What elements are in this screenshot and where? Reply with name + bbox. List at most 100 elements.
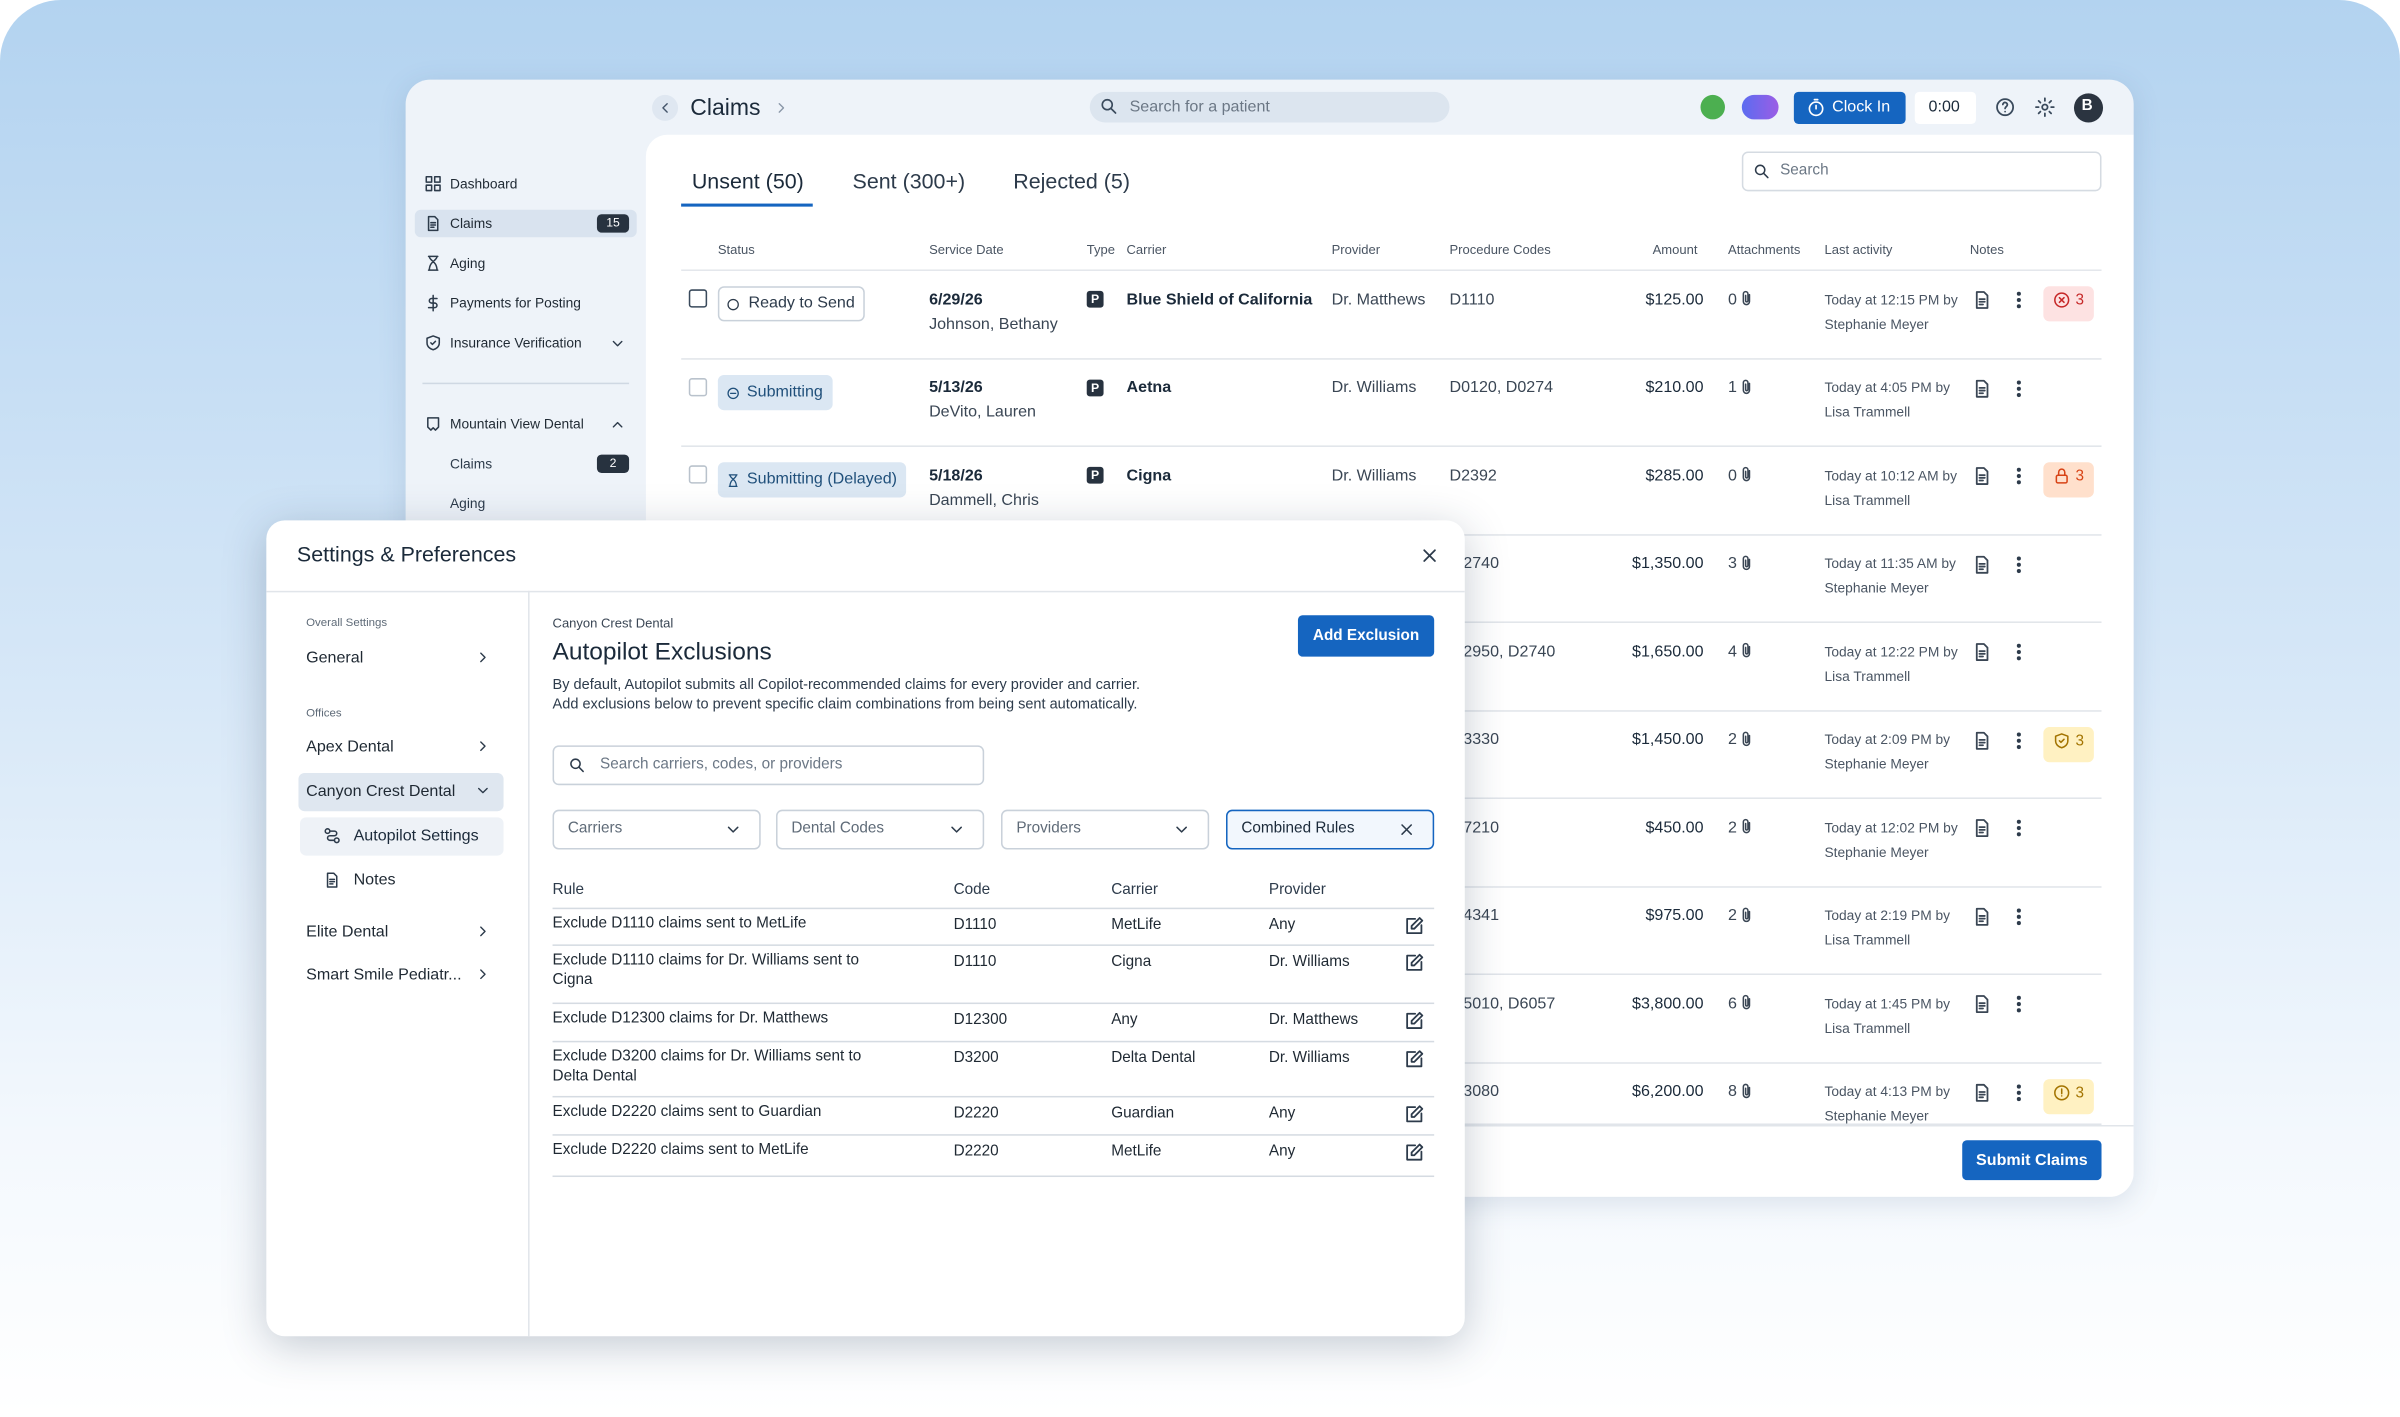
back-button[interactable] <box>652 94 679 121</box>
alert-badge[interactable] <box>2043 462 2094 498</box>
alert-count: 3 <box>2075 468 2085 486</box>
alert-badge[interactable] <box>2043 726 2094 762</box>
filter-dropdown[interactable] <box>552 809 761 850</box>
row-menu[interactable] <box>2008 993 2029 1014</box>
amount: $3,800.00 <box>1632 994 1704 1013</box>
rule-divider <box>552 1095 1435 1098</box>
service-date: 6/29/26 <box>929 290 983 309</box>
nav-item[interactable]: Insurance Verification <box>449 334 582 351</box>
row-menu[interactable] <box>2008 289 2029 310</box>
activity-user[interactable]: Lisa Trammell <box>1824 1020 1911 1036</box>
edit-rule[interactable] <box>1404 1010 1425 1031</box>
column-header: Last activity <box>1824 241 1893 258</box>
notes-icon[interactable] <box>1971 641 1992 662</box>
edit-rule[interactable] <box>1404 1104 1425 1125</box>
status-indicator[interactable] <box>1700 94 1725 120</box>
rule-column-header: Carrier <box>1111 881 1158 899</box>
row-menu[interactable] <box>2008 465 2029 486</box>
row-menu[interactable] <box>2008 553 2029 574</box>
row-divider <box>681 445 2102 447</box>
claims-tab[interactable]: Unsent (50) <box>691 168 804 194</box>
row-checkbox[interactable] <box>688 289 708 308</box>
row-checkbox[interactable] <box>688 377 708 396</box>
rule-cell: D3200 <box>953 1049 999 1067</box>
clock-in-button[interactable] <box>1793 91 1906 124</box>
activity-user[interactable]: Stephanie Meyer <box>1824 316 1929 332</box>
alert-badge[interactable] <box>2043 1078 2094 1114</box>
office-nav-item[interactable]: Apex Dental <box>306 737 394 756</box>
notes-icon[interactable] <box>1971 377 1992 398</box>
claims-search[interactable] <box>1741 151 2102 192</box>
row-menu[interactable] <box>2008 377 2029 398</box>
activity-user[interactable]: Lisa Trammell <box>1824 932 1911 948</box>
row-checkbox[interactable] <box>688 465 708 484</box>
activity-user[interactable]: Lisa Trammell <box>1824 668 1911 684</box>
notes-icon[interactable] <box>1971 905 1992 926</box>
activity-user[interactable]: Stephanie Meyer <box>1824 1108 1929 1124</box>
rule-cell: Any <box>1268 1143 1296 1161</box>
row-menu[interactable] <box>2008 817 2029 838</box>
settings-nav-item[interactable]: General <box>306 648 364 667</box>
activity-user[interactable]: Lisa Trammell <box>1824 404 1911 420</box>
activity-user[interactable]: Lisa Trammell <box>1824 492 1911 508</box>
activity-user[interactable]: Stephanie Meyer <box>1824 580 1929 596</box>
attachment-count: 4 <box>1728 642 1737 661</box>
settings-icon <box>2034 96 2055 117</box>
notes-icon[interactable] <box>1971 553 1992 574</box>
help-icon <box>1994 96 2015 117</box>
patient-search[interactable] <box>1089 91 1450 123</box>
avatar[interactable] <box>2073 93 2104 123</box>
submit-button[interactable] <box>1962 1140 2102 1181</box>
notes-icon[interactable] <box>1971 289 1992 310</box>
add-exclusion-button[interactable] <box>1297 615 1435 657</box>
nav-item[interactable]: Payments for Posting <box>449 294 581 311</box>
edit-rule[interactable] <box>1404 1048 1425 1069</box>
office-nav-item[interactable]: Aging <box>449 495 486 511</box>
filter-dropdown[interactable] <box>776 809 985 850</box>
filter-dropdown[interactable] <box>1001 809 1210 850</box>
close-button[interactable] <box>1419 545 1440 566</box>
row-menu[interactable] <box>2008 1081 2029 1102</box>
nav-item[interactable]: Aging <box>449 255 486 271</box>
patient-name[interactable]: DeVito, Lauren <box>929 402 1037 422</box>
claim-type: P <box>1091 292 1100 307</box>
settings-sub-item[interactable]: Notes <box>353 870 396 889</box>
edit-rule[interactable] <box>1404 915 1425 936</box>
office-nav-item[interactable]: Smart Smile Pediatr... <box>306 965 462 984</box>
nav-item[interactable]: Dashboard <box>449 175 518 191</box>
notes-icon[interactable] <box>1971 1081 1992 1102</box>
row-menu[interactable] <box>2008 641 2029 662</box>
alert-badge[interactable] <box>2043 286 2094 322</box>
amount: $125.00 <box>1645 290 1704 309</box>
exclusion-search[interactable] <box>552 745 985 786</box>
activity-user[interactable]: Stephanie Meyer <box>1824 756 1929 772</box>
row-menu[interactable] <box>2008 905 2029 926</box>
activity-user[interactable]: Stephanie Meyer <box>1824 844 1929 860</box>
edit-rule[interactable] <box>1404 952 1425 973</box>
rule-divider <box>552 944 1435 946</box>
office-nav-item[interactable]: Elite Dental <box>306 922 389 941</box>
rule-cell: D2220 <box>953 1143 999 1161</box>
notes-icon[interactable] <box>1971 993 1992 1014</box>
amount: $1,650.00 <box>1632 642 1704 661</box>
edit-rule[interactable] <box>1404 1142 1425 1163</box>
copilot-button[interactable] <box>1741 94 1779 120</box>
filter-dropdown[interactable] <box>1226 809 1435 850</box>
amount: $975.00 <box>1645 906 1704 925</box>
notes-icon <box>323 871 341 889</box>
attachment-count: 8 <box>1728 1082 1737 1101</box>
nav-item[interactable]: Claims <box>449 215 493 231</box>
notes-icon[interactable] <box>1971 465 1992 486</box>
row-menu[interactable] <box>2008 729 2029 750</box>
patient-name[interactable]: Dammell, Chris <box>929 490 1039 510</box>
office-nav-item[interactable]: Canyon Crest Dental <box>306 781 456 800</box>
patient-name[interactable]: Johnson, Bethany <box>929 314 1058 334</box>
notes-icon[interactable] <box>1971 817 1992 838</box>
office-nav-item[interactable]: Claims <box>449 455 493 471</box>
claims-tab[interactable]: Rejected (5) <box>1013 168 1130 194</box>
claims-tab[interactable]: Sent (300+) <box>852 168 966 194</box>
settings-sub-item[interactable]: Autopilot Settings <box>353 825 479 845</box>
rule-name: Exclude D3200 claims for Dr. Williams se… <box>552 1048 862 1085</box>
notes-icon[interactable] <box>1971 729 1992 750</box>
office-name[interactable]: Mountain View Dental <box>449 415 584 432</box>
